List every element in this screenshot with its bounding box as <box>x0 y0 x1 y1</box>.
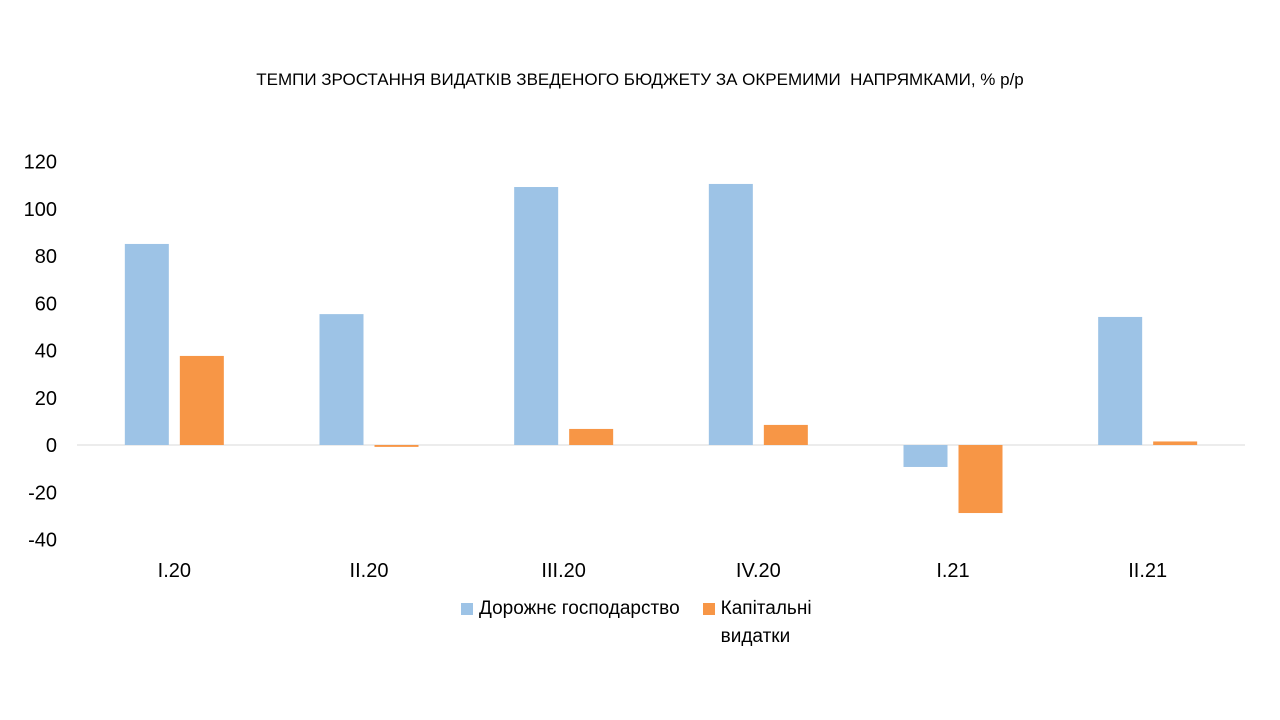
legend-swatch-road-maintenance <box>461 603 473 615</box>
legend-swatch-capital-expenditures <box>702 603 715 615</box>
bar-series-1-ii-21 <box>1098 316 1143 445</box>
y-tick-label-40: 40 <box>35 341 57 363</box>
bar-series-1-i-20 <box>124 243 169 445</box>
bar-series-2-iv-20 <box>763 424 808 445</box>
y-tick-label-100: 100 <box>24 199 57 221</box>
x-category-label-iv-20: IV.20 <box>736 560 781 582</box>
chart-title: ТЕМПИ ЗРОСТАННЯ ВИДАТКІВ ЗВЕДЕНОГО БЮДЖЕ… <box>256 70 1024 89</box>
y-tick-label-20: 20 <box>35 388 57 410</box>
y-tick-label-120: 120 <box>24 152 57 174</box>
legend-label-road-maintenance: Дорожнє господарство <box>479 598 680 619</box>
bar-series-1-ii-20 <box>319 314 364 445</box>
x-category-label-iii-20: III.20 <box>541 560 585 582</box>
y-tick-label-minus-40: -40 <box>28 530 57 552</box>
y-tick-label-80: 80 <box>35 246 57 268</box>
y-tick-label-0: 0 <box>46 435 57 457</box>
y-tick-label-60: 60 <box>35 293 57 315</box>
bar-series-2-ii-20 <box>374 445 419 447</box>
x-axis-category-labels: I.20 II.20 III.20 IV.20 I.21 II.21 <box>158 560 1167 582</box>
x-category-label-ii-20: II.20 <box>350 560 389 582</box>
legend-label-capital-expenditures: Капітальні видатки <box>720 598 812 647</box>
x-category-label-i-20: I.20 <box>158 560 191 582</box>
y-axis-tick-labels: 120 100 80 60 40 20 0 -20 -40 <box>24 152 57 552</box>
legend: Дорожнє господарство Капітальні видатки <box>461 595 831 651</box>
bar-series-1-iv-20 <box>708 183 753 445</box>
legend-item-capital-expenditures: Капітальні видатки <box>702 595 831 651</box>
bars <box>124 183 1198 514</box>
x-category-label-ii-21: II.21 <box>1128 560 1167 582</box>
bar-series-2-ii-21 <box>1153 441 1198 445</box>
x-category-label-i-21: I.21 <box>936 560 969 582</box>
bar-series-2-i-21 <box>958 445 1003 514</box>
y-tick-label-minus-20: -20 <box>28 482 57 504</box>
legend-item-road-maintenance: Дорожнє господарство <box>461 595 680 623</box>
bar-series-1-iii-20 <box>514 187 559 445</box>
bar-series-1-i-21 <box>903 445 948 467</box>
bar-series-2-iii-20 <box>569 428 614 445</box>
bar-series-2-i-20 <box>179 355 224 445</box>
